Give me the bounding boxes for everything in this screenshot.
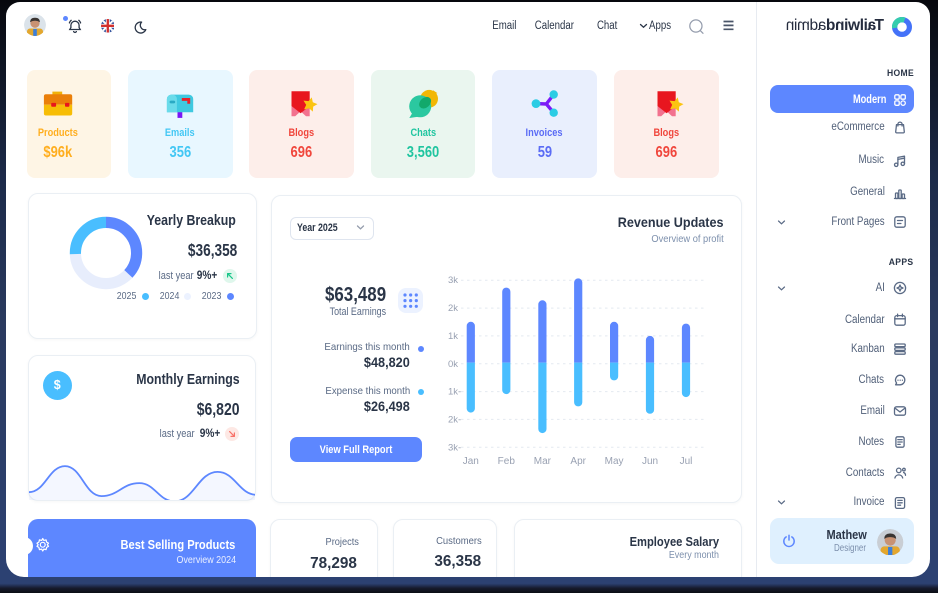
svg-text:1k-: 1k- bbox=[448, 387, 461, 398]
svg-text:Mar: Mar bbox=[534, 456, 552, 467]
svg-text:3k: 3k bbox=[448, 275, 458, 286]
svg-text:2k-: 2k- bbox=[448, 414, 461, 425]
svg-text:Jul: Jul bbox=[680, 456, 693, 467]
svg-text:0k: 0k bbox=[448, 359, 458, 370]
svg-text:Feb: Feb bbox=[498, 456, 516, 467]
svg-text:1k: 1k bbox=[448, 331, 458, 342]
svg-text:Apr: Apr bbox=[570, 456, 586, 467]
svg-text:Jan: Jan bbox=[463, 456, 479, 467]
svg-text:May: May bbox=[605, 456, 624, 467]
svg-text:3k-: 3k- bbox=[448, 442, 461, 453]
svg-text:Jun: Jun bbox=[642, 456, 658, 467]
svg-text:2k: 2k bbox=[448, 303, 458, 314]
